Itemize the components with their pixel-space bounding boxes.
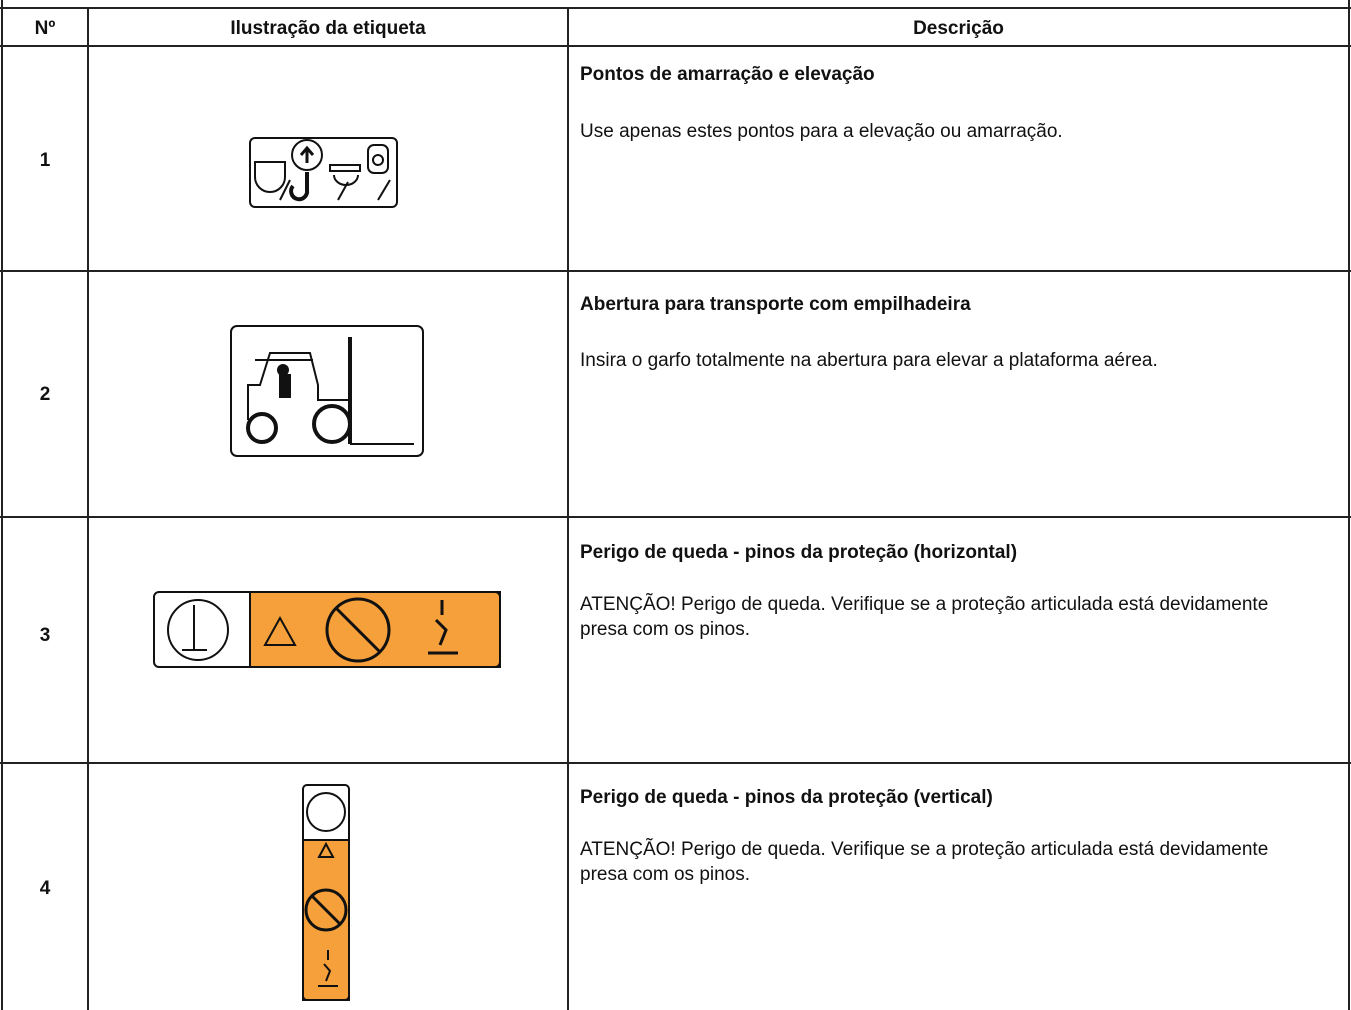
row-number: 4 bbox=[39, 878, 51, 899]
row-title: Pontos de amarração e elevação bbox=[580, 64, 875, 85]
row-number: 1 bbox=[39, 150, 51, 171]
header-cell: Nº bbox=[34, 18, 56, 39]
label-illustration bbox=[302, 784, 350, 1001]
row-number: 3 bbox=[39, 625, 51, 646]
header-cell: Descrição bbox=[913, 18, 1004, 39]
label-illustration bbox=[249, 137, 398, 208]
row-number: 2 bbox=[39, 384, 51, 405]
row-description: ATENÇÃO! Perigo de queda. Verifique se a… bbox=[580, 839, 1269, 885]
label-illustration bbox=[153, 591, 501, 668]
row-description: ATENÇÃO! Perigo de queda. Verifique se a… bbox=[580, 594, 1269, 640]
row-title: Abertura para transporte com empilhadeir… bbox=[580, 294, 971, 315]
row-title: Perigo de queda - pinos da proteção (hor… bbox=[580, 542, 1018, 563]
row-title: Perigo de queda - pinos da proteção (ver… bbox=[580, 787, 993, 808]
row-description: Insira o garfo totalmente na abertura pa… bbox=[580, 350, 1158, 371]
label-illustration bbox=[230, 325, 424, 457]
header-cell: Ilustração da etiqueta bbox=[230, 18, 426, 39]
row-description: Use apenas estes pontos para a elevação … bbox=[580, 121, 1063, 142]
